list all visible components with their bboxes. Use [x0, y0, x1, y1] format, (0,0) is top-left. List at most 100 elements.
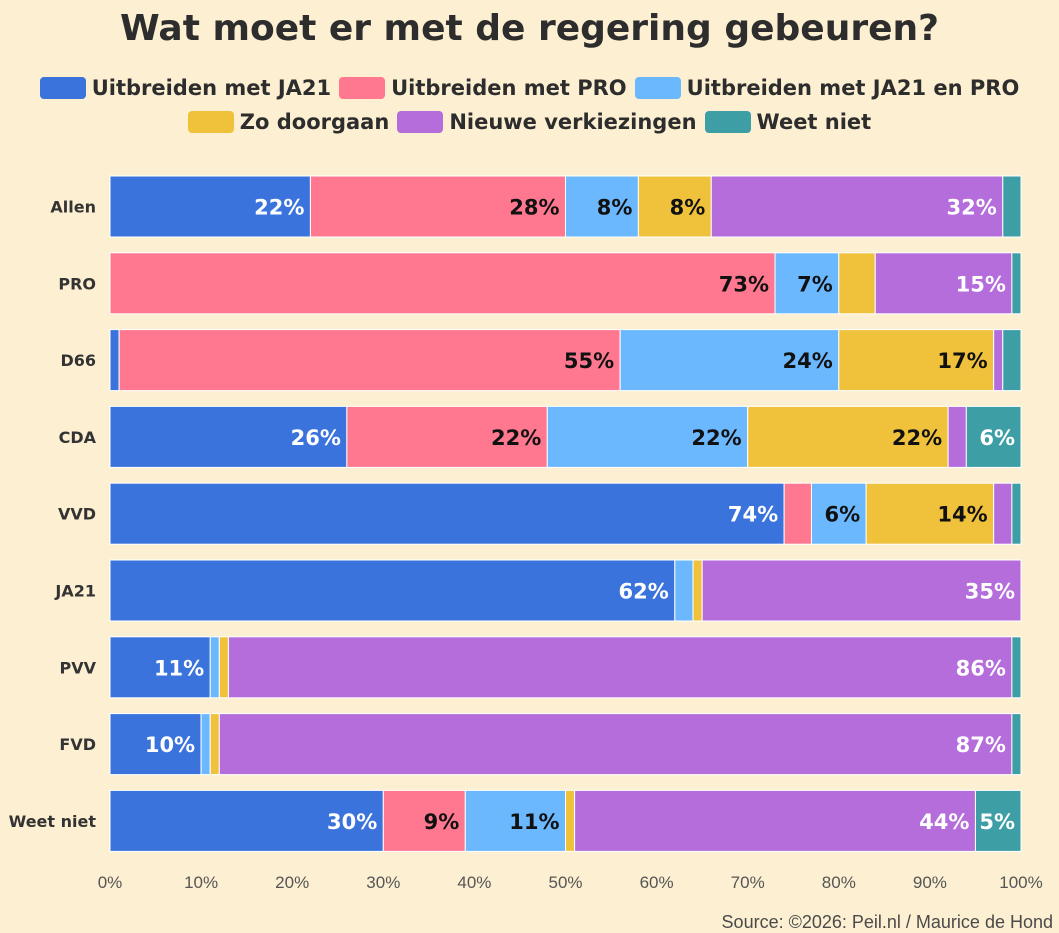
bar-segment [464, 789, 567, 852]
data-label: 8% [597, 196, 633, 220]
bar-segment [1011, 636, 1022, 699]
bar-segment [692, 559, 703, 622]
data-label: 74% [728, 503, 778, 527]
bar-segment [674, 559, 694, 622]
bar-segment [109, 636, 211, 699]
data-label: 11% [154, 656, 204, 680]
legend-item: Weet niet [704, 110, 872, 134]
bar-segment [874, 252, 1013, 315]
category-label: D66 [60, 351, 96, 370]
bar-segment [209, 636, 220, 699]
x-tick-label: 90% [913, 873, 947, 892]
x-tick-label: 80% [822, 873, 856, 892]
bar-segment [1002, 175, 1022, 238]
bar-segment [109, 175, 311, 238]
bar-segment [783, 482, 812, 545]
source-note: Source: ©2026: Peil.nl / Maurice de Hond [721, 912, 1053, 932]
x-tick-label: 50% [548, 873, 582, 892]
bar-segment [1011, 713, 1022, 776]
legend-swatch [397, 111, 444, 133]
bar-segment [565, 175, 639, 238]
bar-segment [701, 559, 1022, 622]
bar-segment [546, 405, 749, 468]
category-label: CDA [59, 428, 97, 447]
bar-segment [965, 405, 1022, 468]
data-label: 11% [509, 810, 559, 834]
bar-segment [619, 329, 840, 392]
data-label: 62% [619, 580, 669, 604]
data-label: 55% [564, 349, 614, 373]
bar-segment [565, 789, 576, 852]
bar-segment [109, 329, 120, 392]
bar-segment [993, 329, 1004, 392]
bar-segment [382, 789, 466, 852]
category-label: Weet niet [9, 812, 97, 831]
bar-segment [218, 636, 229, 699]
bar-segment [200, 713, 211, 776]
legend-label: Zo doorgaan [239, 110, 390, 134]
data-label: 6% [824, 503, 860, 527]
category-label: PVV [60, 658, 97, 677]
category-label: VVD [58, 505, 96, 524]
bar-segment [974, 789, 1022, 852]
x-tick-label: 40% [457, 873, 491, 892]
bar-segment [947, 405, 967, 468]
bar-segment [118, 329, 621, 392]
bar-segment [1011, 252, 1022, 315]
x-tick-label: 70% [731, 873, 765, 892]
legend-item: Nieuwe verkiezingen [397, 110, 697, 134]
data-label: 22% [691, 426, 741, 450]
bar-segment [810, 482, 867, 545]
bar-segment [574, 789, 976, 852]
legend-swatch [187, 111, 234, 133]
data-label: 24% [783, 349, 833, 373]
bar-segment [109, 482, 785, 545]
legend-label: Weet niet [756, 110, 872, 134]
data-label: 10% [145, 733, 195, 757]
x-tick-label: 20% [275, 873, 309, 892]
category-label: Allen [50, 198, 96, 217]
data-label: 6% [979, 426, 1015, 450]
x-tick-label: 100% [999, 873, 1042, 892]
legend-row: Zo doorgaan Nieuwe verkiezingen Weet niet [0, 110, 1059, 134]
x-tick-label: 30% [366, 873, 400, 892]
bar-segment [109, 713, 202, 776]
chart-title: Wat moet er met de regering gebeuren? [119, 8, 940, 49]
data-label: 22% [491, 426, 541, 450]
x-tick-label: 0% [98, 873, 123, 892]
legend-label: Uitbreiden met JA21 [91, 76, 332, 100]
bar-segment [209, 713, 220, 776]
bar-segment [865, 482, 995, 545]
bar-segment [346, 405, 548, 468]
data-label: 15% [956, 272, 1006, 296]
data-label: 26% [291, 426, 341, 450]
legend-swatch [634, 77, 681, 99]
category-label: PRO [58, 274, 96, 293]
legend-label: Uitbreiden met PRO [391, 76, 627, 100]
bar-segment [993, 482, 1013, 545]
category-label: JA21 [54, 582, 96, 601]
bar-segment [710, 175, 1004, 238]
legend-swatch [39, 77, 86, 99]
legend-swatch [704, 111, 751, 133]
bar-segment [218, 713, 1013, 776]
data-label: 22% [892, 426, 942, 450]
legend-label: Uitbreiden met JA21 en PRO [686, 76, 1020, 100]
data-label: 32% [947, 196, 997, 220]
bar-segment [1011, 482, 1022, 545]
data-label: 44% [919, 810, 969, 834]
x-tick-label: 10% [184, 873, 218, 892]
legend-item: Uitbreiden met JA21 [39, 76, 332, 100]
legend-item: Zo doorgaan [187, 110, 390, 134]
legend-row: Uitbreiden met JA21 Uitbreiden met PRO Uit… [0, 76, 1059, 100]
data-label: 22% [254, 196, 304, 220]
data-label: 86% [956, 656, 1006, 680]
data-label: 14% [937, 503, 987, 527]
data-label: 73% [719, 272, 769, 296]
bar-segment [747, 405, 949, 468]
legend-item: Uitbreiden met PRO [339, 76, 627, 100]
data-label: 87% [956, 733, 1006, 757]
data-label: 35% [965, 580, 1015, 604]
data-label: 7% [797, 272, 833, 296]
